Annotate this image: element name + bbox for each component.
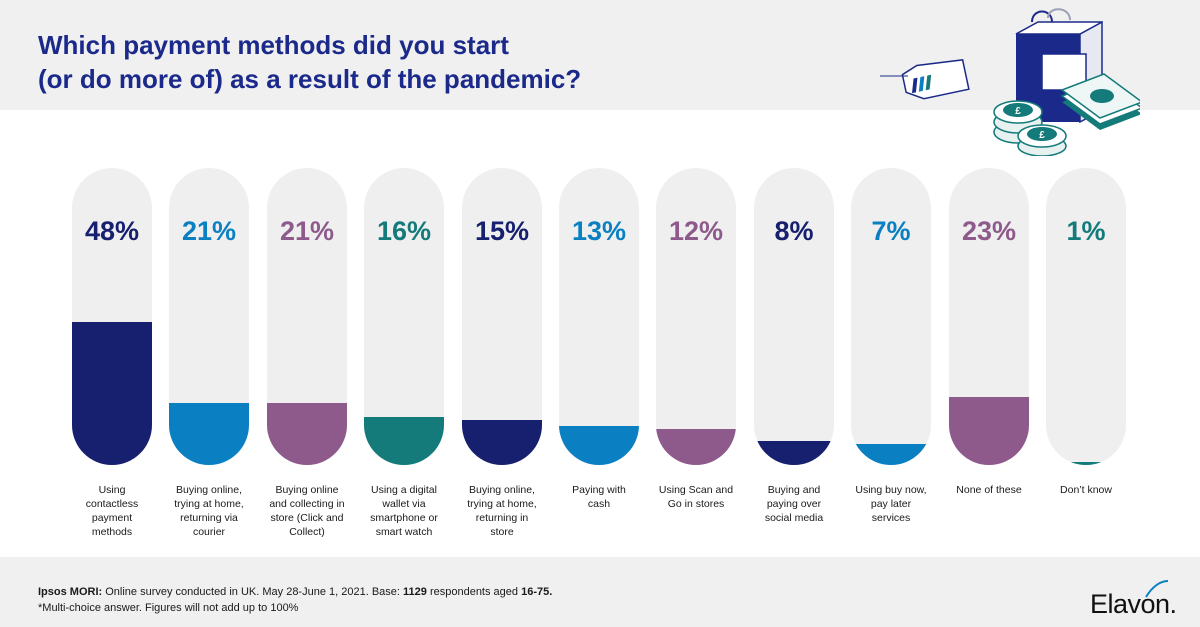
category-label-line: payment: [91, 512, 133, 524]
category-label-line: services: [871, 512, 911, 524]
elavon-logo: Elavon.: [1090, 580, 1190, 623]
multi-choice-note: *Multi-choice answer. Figures will not a…: [38, 602, 299, 614]
category-label: Paying with cash: [551, 483, 647, 511]
bar-value-label: 48%: [84, 216, 140, 246]
category-label-line: contactless: [85, 498, 139, 510]
category-label-line: Using a digital: [371, 484, 437, 496]
category-label: Buying online and collecting in store (Cli…: [259, 483, 355, 539]
category-label-line: wallet via: [382, 498, 426, 510]
category-label-line: Buying online,: [469, 484, 535, 496]
svg-text:£: £: [1039, 130, 1045, 141]
category-label: Using buy now, pay later services: [843, 483, 939, 525]
category-label: Buying online, trying at home, returning i…: [454, 483, 550, 539]
category-label-line: Paying with: [572, 484, 626, 496]
title-line-1: Which payment methods did you start: [38, 30, 509, 60]
bar-track: 16%: [364, 168, 444, 465]
bar-value-label: 7%: [871, 216, 911, 246]
bar-fill: [169, 403, 249, 465]
category-label: Buying online, trying at home, returning v…: [161, 483, 257, 539]
category-label-line: Go in stores: [667, 498, 725, 510]
bar-track: 12%: [656, 168, 736, 465]
category-label-line: Using buy now,: [855, 484, 927, 496]
bar-value-label: 1%: [1066, 216, 1106, 246]
category-label-line: trying at home,: [467, 498, 537, 510]
category-label-line: Using: [98, 484, 126, 496]
category-label-line: Buying and: [767, 484, 821, 496]
bar-fill: [754, 441, 834, 465]
bar-fill: [559, 426, 639, 465]
category-label-line: pay later: [870, 498, 912, 510]
source-note: Ipsos MORI: Online survey conducted in U…: [38, 585, 552, 600]
age-range: 16-75.: [521, 586, 553, 598]
pound-coin-icon: £ £: [993, 100, 1067, 156]
bar-fill: [364, 417, 444, 465]
category-label-line: trying at home,: [174, 498, 244, 510]
bar-track: 21%: [169, 168, 249, 465]
category-label: Buying and paying over social media: [746, 483, 842, 525]
shopping-illustration: £ £: [880, 8, 1140, 156]
category-label-line: returning via: [180, 512, 238, 524]
bar-track: 13%: [559, 168, 639, 465]
bar-fill: [1046, 462, 1126, 465]
category-label-line: Buying online,: [176, 484, 242, 496]
bar-fill: [949, 397, 1029, 465]
svg-text:£: £: [1015, 106, 1021, 117]
bar-fill: [267, 403, 347, 465]
bar-value-label: 8%: [774, 216, 814, 246]
bar-fill: [462, 420, 542, 465]
category-label: Don’t know: [1038, 483, 1134, 497]
source-text-2: respondents aged: [426, 586, 522, 598]
category-label: Using Scan and Go in stores: [648, 483, 744, 511]
banknote-icon: [1060, 73, 1140, 130]
logo-swoosh-icon: [1145, 580, 1169, 598]
bar-value-label: 13%: [571, 216, 627, 246]
source-org: Ipsos MORI:: [38, 586, 103, 598]
category-label-line: courier: [192, 526, 226, 538]
category-label-line: Buying online: [275, 484, 339, 496]
bar-fill: [72, 322, 152, 465]
category-label-line: smart watch: [375, 526, 433, 538]
category-label-line: store: [490, 526, 514, 538]
category-label-line: and collecting in: [269, 498, 345, 510]
page-title: Which payment methods did you start (or …: [38, 28, 678, 96]
bar-track: 21%: [267, 168, 347, 465]
category-label-line: store (Click and: [270, 512, 344, 524]
category-label-line: None of these: [956, 484, 1022, 496]
bar-track: 15%: [462, 168, 542, 465]
bar-value-label: 23%: [961, 216, 1017, 246]
bar-chart: 48% Using contactless payment methods 21% Buyi…: [0, 160, 1200, 550]
bar-track: 23%: [949, 168, 1029, 465]
category-label-line: Using Scan and: [658, 484, 734, 496]
category-label-line: methods: [91, 526, 133, 538]
footer-band: Ipsos MORI: Online survey conducted in U…: [0, 557, 1200, 627]
bar-fill: [656, 429, 736, 465]
bar-track: 48%: [72, 168, 152, 465]
category-label-line: Don’t know: [1060, 484, 1112, 496]
category-label-line: Collect): [289, 526, 325, 538]
category-label: Using contactless payment methods: [64, 483, 160, 539]
category-label: Using a digital wallet via smartphone or sm…: [356, 483, 452, 539]
source-text-1: Online survey conducted in UK. May 28-Ju…: [102, 586, 404, 598]
base-count: 1129: [403, 586, 427, 598]
bar-fill: [851, 444, 931, 465]
category-label-line: social media: [764, 512, 824, 524]
bar-value-label: 12%: [668, 216, 724, 246]
bar-track: 1%: [1046, 168, 1126, 465]
logo-text: Elavon.: [1090, 589, 1177, 619]
category-label-line: paying over: [766, 498, 822, 510]
price-tag-icon: [880, 59, 970, 100]
bar-value-label: 21%: [279, 216, 335, 246]
category-label-line: returning in: [475, 512, 529, 524]
title-line-2: (or do more of) as a result of the pande…: [38, 64, 582, 94]
bar-value-label: 21%: [181, 216, 237, 246]
category-label-line: cash: [587, 498, 611, 510]
category-label: None of these: [941, 483, 1037, 497]
bar-track: 8%: [754, 168, 834, 465]
bar-value-label: 16%: [376, 216, 432, 246]
category-label-line: smartphone or: [370, 512, 438, 524]
bar-track: 7%: [851, 168, 931, 465]
bar-value-label: 15%: [474, 216, 530, 246]
header-band: Which payment methods did you start (or …: [0, 0, 1200, 110]
